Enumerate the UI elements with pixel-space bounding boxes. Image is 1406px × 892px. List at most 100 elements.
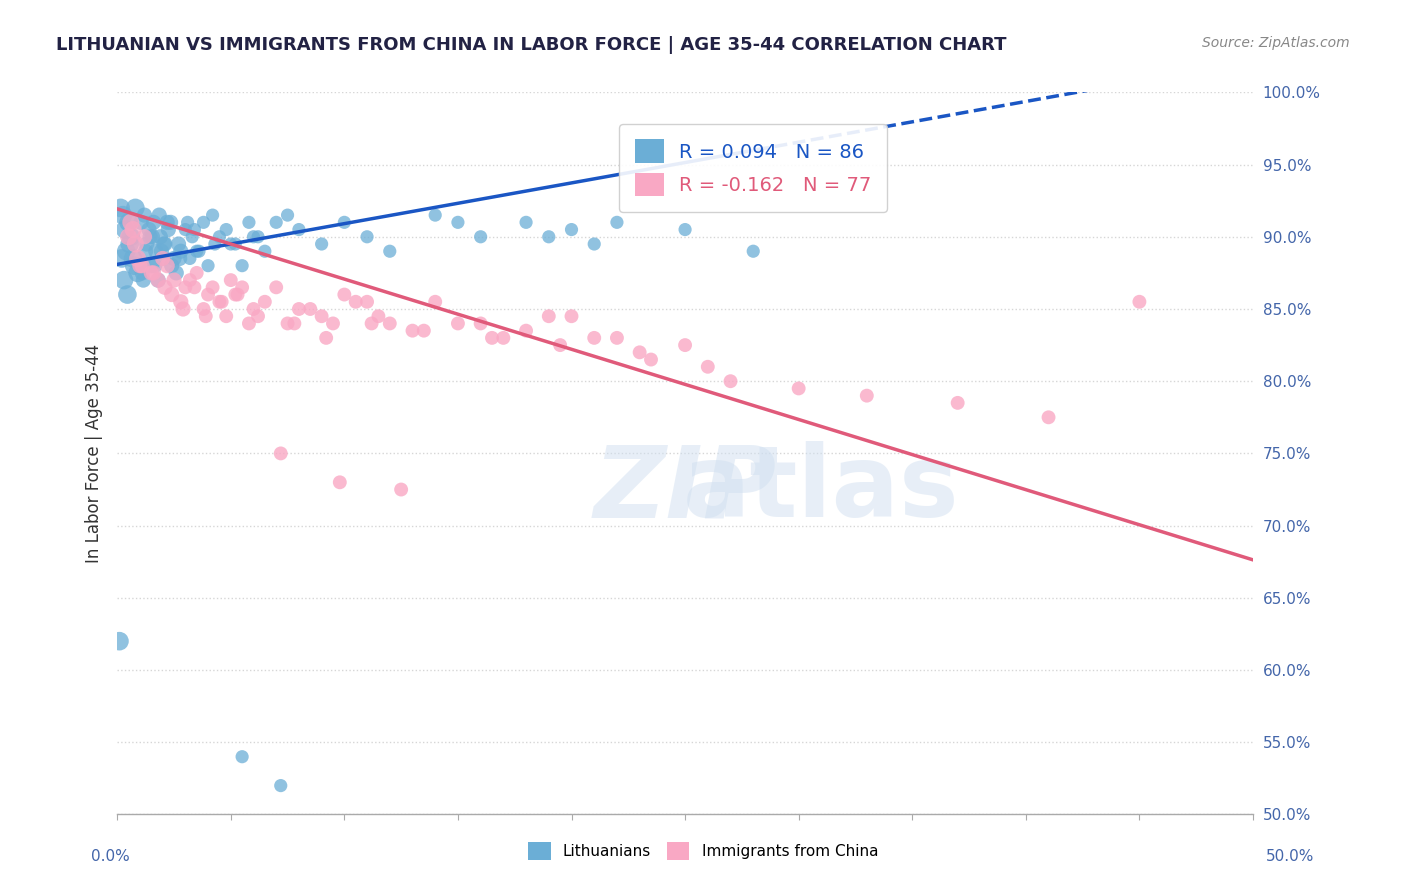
Point [322,829,344,843]
Point [537,229,560,244]
Point [360,317,382,331]
Point [172,301,194,316]
Point [174,222,197,236]
Point [673,338,696,352]
Point [208,229,231,244]
Point [131,259,153,273]
Point [201,280,224,294]
Point [163,273,186,287]
Point [127,266,149,280]
Point [583,237,606,252]
Point [329,475,352,490]
Point [283,317,305,331]
Point [226,287,249,301]
Point [215,222,238,236]
Point [946,396,969,410]
Point [122,252,145,266]
Point [215,310,238,324]
Point [208,294,231,309]
Point [333,287,356,301]
Point [315,331,337,345]
Point [288,301,311,316]
Point [515,324,537,338]
Point [560,222,582,236]
Point [583,331,606,345]
Point [181,229,204,244]
Point [344,294,367,309]
Point [270,446,292,460]
Point [219,237,242,252]
Point [167,237,190,252]
Point [401,851,423,865]
Point [174,280,197,294]
Point [560,310,582,324]
Point [673,222,696,236]
Point [146,273,169,287]
Point [1038,410,1060,425]
Point [288,222,311,236]
Text: Source: ZipAtlas.com: Source: ZipAtlas.com [1202,36,1350,50]
Y-axis label: In Labor Force | Age 35-44: In Labor Force | Age 35-44 [86,343,103,563]
Text: LITHUANIAN VS IMMIGRANTS FROM CHINA IN LABOR FORCE | AGE 35-44 CORRELATION CHART: LITHUANIAN VS IMMIGRANTS FROM CHINA IN L… [56,36,1007,54]
Point [170,294,193,309]
Point [231,259,253,273]
Point [142,215,165,229]
Point [264,215,287,229]
Point [322,317,344,331]
Point [787,381,810,395]
Point [146,273,169,287]
Point [135,237,157,252]
Point [537,310,560,324]
Point [188,244,211,259]
Point [211,294,233,309]
Point [163,252,186,266]
Point [193,215,215,229]
Point [170,244,193,259]
Point [299,301,322,316]
Point [152,252,174,266]
Point [183,222,205,236]
Point [148,208,170,222]
Point [425,294,447,309]
Point [129,259,152,273]
Text: 50.0%: 50.0% [1267,849,1315,863]
Point [277,317,299,331]
Point [194,310,217,324]
Point [122,222,145,236]
Point [197,287,219,301]
Point [141,266,163,280]
Point [141,259,163,273]
Point [242,229,264,244]
Point [145,244,167,259]
Point [628,345,651,359]
Point [470,317,492,331]
Point [156,215,179,229]
Point [238,215,260,229]
Point [156,259,179,273]
Point [143,259,166,273]
Point [179,252,201,266]
Point [131,266,153,280]
Point [157,222,180,236]
Point [481,331,503,345]
Point [129,259,152,273]
Point [165,266,187,280]
Point [169,252,191,266]
Point [111,252,134,266]
Point [253,244,276,259]
Point [231,280,253,294]
Point [204,237,226,252]
Point [378,317,401,331]
Point [224,237,246,252]
Point [160,259,183,273]
Point [311,310,333,324]
Point [720,374,742,388]
Point [135,244,157,259]
Point [333,215,356,229]
Point [389,483,412,497]
Point [159,215,181,229]
Point [253,294,276,309]
Point [138,222,160,236]
Point [856,389,879,403]
Point [247,310,270,324]
